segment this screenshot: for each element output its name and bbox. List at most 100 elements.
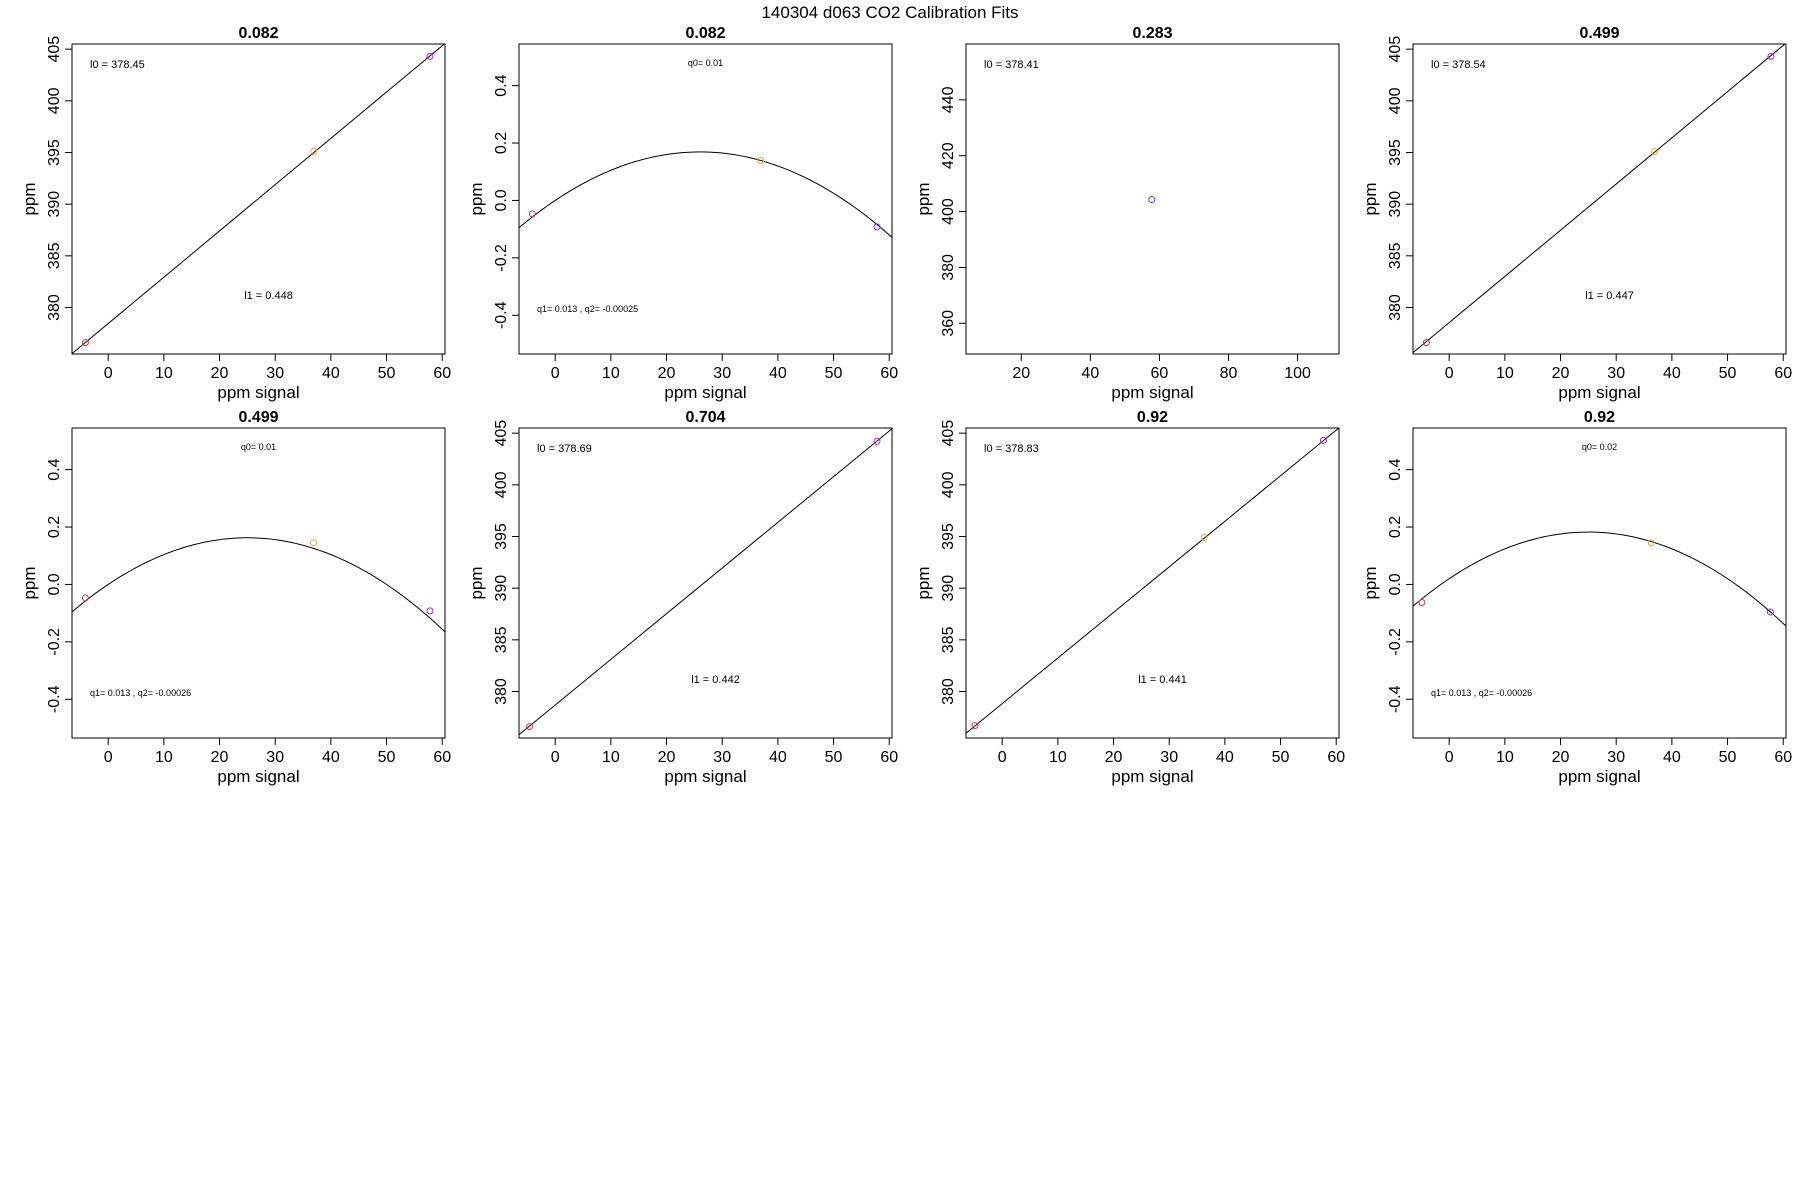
coefficient-annotation: l1 = 0.442 [691,674,740,686]
x-tick-label: 30 [266,749,284,766]
y-tick-label: 390 [46,191,63,218]
coefficient-annotation: q0= 0.02 [1582,442,1617,452]
y-tick-label: 395 [940,523,957,550]
x-tick-label: 60 [1774,749,1792,766]
y-tick-label: 0.2 [1387,516,1404,538]
panel-title: 0.283 [1132,25,1172,42]
plot-frame [965,427,1340,739]
x-tick-label: 40 [322,365,340,382]
coefficient-annotation: q1= 0.013 , q2= -0.00026 [90,688,191,698]
data-point [757,157,765,165]
y-tick-label: 385 [1387,242,1404,269]
data-point [426,607,434,615]
data-point [310,539,318,547]
coefficient-annotation: q1= 0.013 , q2= -0.00025 [537,304,638,314]
data-point [1200,534,1208,542]
x-tick-label: 40 [769,749,787,766]
x-tick-label: 10 [602,365,620,382]
data-point [526,723,534,731]
y-axis-label: ppm [914,566,933,599]
panel-title: 0.704 [685,409,725,426]
y-tick-label: 0.4 [1387,458,1404,480]
x-tick-label: 0 [551,365,560,382]
y-tick-label: 400 [1387,87,1404,114]
linear-fit-line [966,428,1339,734]
x-tick-label: 60 [1774,365,1792,382]
panel-title: 0.499 [1579,25,1619,42]
y-tick-label: 380 [1387,294,1404,321]
plot-frame [518,427,893,739]
y-tick-label: 390 [493,575,510,602]
data-point [1319,436,1327,444]
x-tick-label: 40 [769,365,787,382]
data-point [81,339,89,347]
x-tick-label: 40 [1663,365,1681,382]
x-tick-label: 60 [433,365,451,382]
x-tick-label: 20 [658,749,676,766]
calibration-panel: 0.704 0 10 20 30 40 50 60 380 385 390 395 400 405 ppm … [467,409,898,786]
y-tick-label: -0.4 [493,301,510,329]
x-tick-label: 20 [1552,749,1570,766]
y-tick-label: 0.2 [493,132,510,154]
plot-frame [71,427,446,739]
x-tick-label: 10 [155,365,173,382]
x-axis-label: ppm signal [217,383,299,402]
y-tick-label: 405 [940,420,957,447]
plot-frame [518,43,893,355]
y-tick-label: -0.2 [46,628,63,656]
data-point [1651,147,1659,155]
coefficient-annotation: l1 = 0.441 [1138,674,1187,686]
calibration-panel: 0.92 0 10 20 30 40 50 60 380 385 390 395 400 405 ppm s… [914,409,1345,786]
x-tick-label: 10 [155,749,173,766]
plot-frame [1412,427,1787,739]
x-axis-label: ppm signal [217,767,299,786]
coefficient-annotation: l0 = 378.45 [90,59,145,71]
x-tick-label: 10 [1496,365,1514,382]
x-tick-label: 0 [551,749,560,766]
linear-fit-line [1413,44,1786,353]
quadratic-fit-curve [519,151,892,238]
x-tick-label: 60 [880,365,898,382]
y-axis-label: ppm [20,182,39,215]
y-axis-label: ppm [1361,182,1380,215]
y-tick-label: 380 [493,678,510,705]
x-tick-label: 10 [602,749,620,766]
x-tick-label: 60 [1151,365,1169,382]
data-point [310,147,318,155]
plot-frame [71,43,446,355]
x-tick-label: 20 [1105,749,1123,766]
x-tick-label: 20 [1552,365,1570,382]
data-point [1148,196,1156,204]
x-tick-label: 40 [1663,749,1681,766]
y-tick-label: 420 [940,142,957,169]
x-tick-label: 60 [433,749,451,766]
coefficient-annotation: q1= 0.013 , q2= -0.00026 [1431,688,1532,698]
x-tick-label: 20 [211,749,229,766]
x-tick-label: 20 [658,365,676,382]
y-tick-label: 395 [1387,139,1404,166]
coefficient-annotation: l0 = 378.41 [984,59,1039,71]
quadratic-fit-curve [72,537,445,633]
x-tick-label: 40 [322,749,340,766]
y-tick-label: 385 [493,626,510,653]
x-tick-label: 30 [1160,749,1178,766]
x-axis-label: ppm signal [1111,383,1193,402]
x-tick-label: 0 [104,749,113,766]
y-tick-label: 400 [940,471,957,498]
data-point [1647,539,1655,547]
panel-title: 0.082 [685,25,725,42]
y-tick-label: 0.2 [46,516,63,538]
x-tick-label: 0 [104,365,113,382]
y-tick-label: -0.4 [1387,685,1404,713]
y-tick-label: 390 [940,575,957,602]
panel-title: 0.92 [1584,409,1615,426]
calibration-panel: 0.283 20 40 60 80 100 360 380 400 420 440 ppm signa… [914,25,1340,402]
calibration-panel: 0.499 0 10 20 30 40 50 60 -0.4 -0.2 0.0 0.2 0.4 ppm s… [20,409,451,786]
plot-frame [1412,43,1787,355]
coefficient-annotation: l1 = 0.448 [244,290,293,302]
x-tick-label: 40 [1216,749,1234,766]
y-tick-label: 380 [940,678,957,705]
y-tick-label: 405 [46,36,63,63]
y-tick-label: 400 [493,471,510,498]
